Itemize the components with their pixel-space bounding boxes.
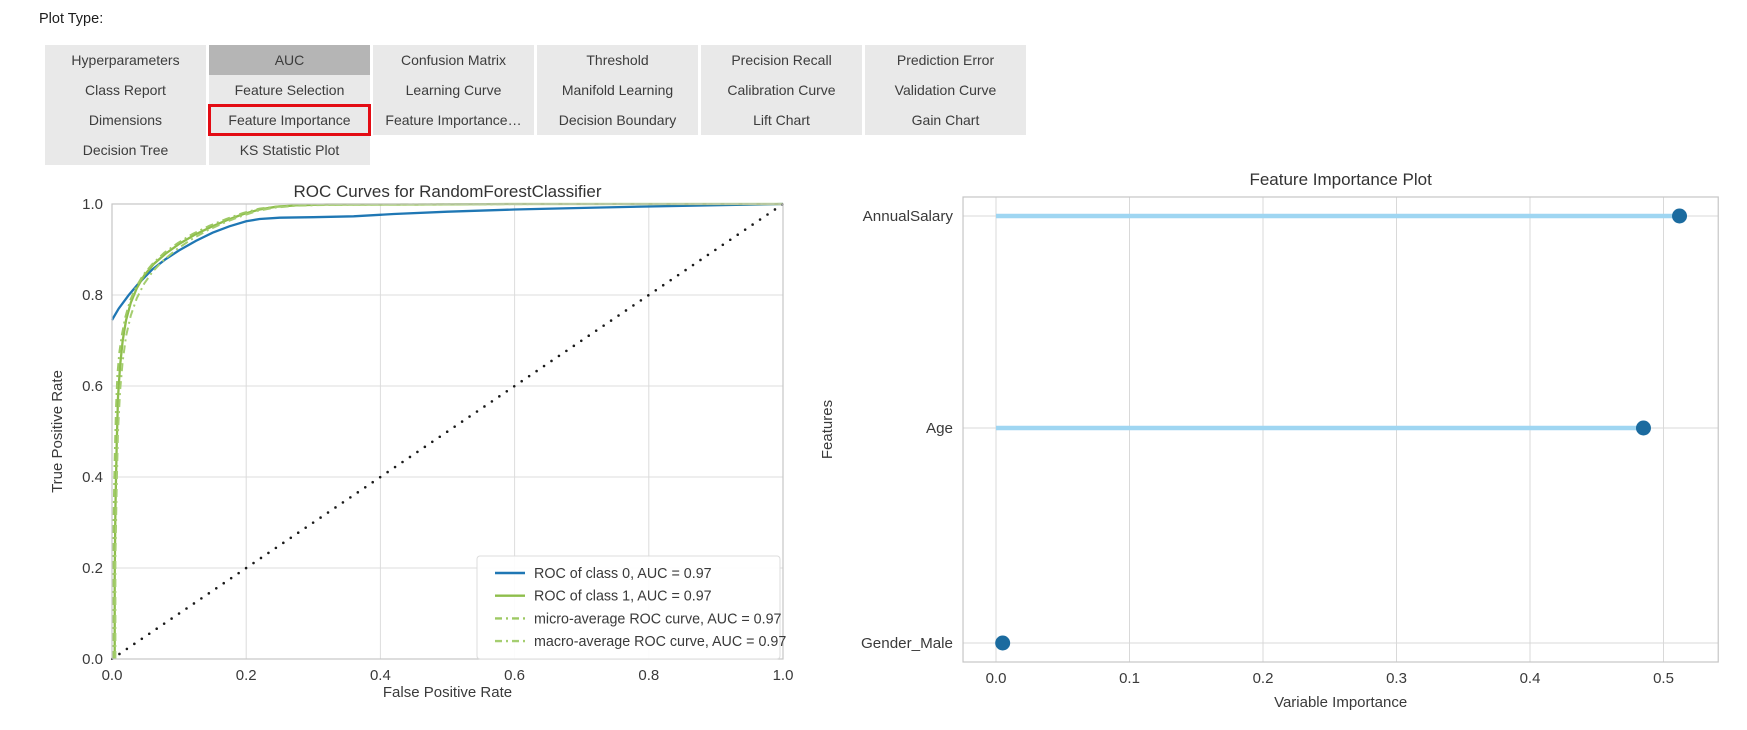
feature-importance-svg: AnnualSalary Age Gender_Male 0.0 0.1 0.2 0.3 0.… bbox=[819, 170, 1719, 711]
legend-label-3: macro-average ROC curve, AUC = 0.97 bbox=[534, 634, 786, 650]
plot-type-button-feature-importance[interactable]: Feature Importance… bbox=[385, 112, 522, 128]
svg-text:0.6: 0.6 bbox=[82, 378, 103, 395]
plot-type-column-3: Confusion Matrix Learning Curve Feature Im… bbox=[373, 45, 534, 135]
legend-label-2: micro-average ROC curve, AUC = 0.97 bbox=[534, 611, 782, 627]
importance-dot-1 bbox=[1635, 420, 1651, 436]
plot-type-button-auc[interactable]: AUC bbox=[209, 45, 370, 75]
plot-type-button-threshold[interactable]: Threshold bbox=[586, 52, 649, 68]
svg-text:0.8: 0.8 bbox=[82, 287, 103, 304]
plot-type-column-2: AUC Feature Selection Feature Importance KS… bbox=[208, 45, 371, 165]
plot-type-button-learning-curve[interactable]: Learning Curve bbox=[405, 82, 502, 98]
plot-type-button-feature-importance[interactable]: Feature Importance bbox=[208, 104, 371, 136]
roc-title: ROC Curves for RandomForestClassifier bbox=[294, 182, 602, 201]
plot-type-button-calibration-curve[interactable]: Calibration Curve bbox=[727, 82, 836, 98]
legend-label-0: ROC of class 0, AUC = 0.97 bbox=[534, 566, 712, 582]
plot-type-column-6: Prediction Error Validation Curve Gain Cha… bbox=[865, 45, 1026, 135]
plot-type-button-confusion-matrix[interactable]: Confusion Matrix bbox=[400, 52, 507, 68]
svg-text:0.5: 0.5 bbox=[1653, 670, 1674, 687]
svg-text:0.2: 0.2 bbox=[236, 667, 257, 684]
plot-type-button-manifold-learning[interactable]: Manifold Learning bbox=[561, 82, 674, 98]
plot-type-button-precision-recall[interactable]: Precision Recall bbox=[731, 52, 832, 68]
plot-type-button-prediction-error[interactable]: Prediction Error bbox=[896, 52, 995, 68]
fi-labels: AnnualSalary Age Gender_Male 0.0 0.1 0.2 0.3 0.… bbox=[861, 208, 1674, 687]
svg-text:0.1: 0.1 bbox=[1119, 670, 1140, 687]
plot-type-button-class-report[interactable]: Class Report bbox=[85, 82, 166, 98]
plot-type-column-5: Precision Recall Calibration Curve Lift Ch… bbox=[701, 45, 862, 135]
svg-text:0.2: 0.2 bbox=[82, 560, 103, 577]
plot-type-column-4: Threshold Manifold Learning Decision Bound… bbox=[537, 45, 698, 135]
svg-text:0.4: 0.4 bbox=[370, 667, 391, 684]
roc-series-3 bbox=[114, 203, 783, 659]
plot-type-button-decision-boundary[interactable]: Decision Boundary bbox=[558, 112, 677, 128]
plot-type-button-validation-curve[interactable]: Validation Curve bbox=[894, 82, 997, 98]
plot-type-column-1: Hyperparameters Class Report Dimensions Dec… bbox=[45, 45, 206, 165]
roc-xlabel: False Positive Rate bbox=[383, 684, 512, 701]
feature-importance-figure: AnnualSalary Age Gender_Male 0.0 0.1 0.2 0.3 0.… bbox=[740, 140, 1747, 725]
plot-type-button-dimensions[interactable]: Dimensions bbox=[88, 112, 163, 128]
plot-type-label: Plot Type: bbox=[39, 11, 104, 27]
legend-label-1: ROC of class 1, AUC = 0.97 bbox=[534, 589, 712, 605]
roc-tick-labels: 0.0 0.2 0.4 0.6 0.8 1.0 0.0 0.2 0.4 0.6 0.8 1.0 bbox=[82, 196, 793, 684]
svg-text:0.8: 0.8 bbox=[638, 667, 659, 684]
svg-text:Age: Age bbox=[926, 420, 953, 437]
fi-ylabel: Features bbox=[819, 400, 836, 459]
importance-dot-2 bbox=[995, 635, 1011, 651]
plot-type-button-feature-selection[interactable]: Feature Selection bbox=[234, 82, 345, 98]
svg-text:0.4: 0.4 bbox=[82, 469, 103, 486]
svg-text:1.0: 1.0 bbox=[82, 196, 103, 213]
svg-text:0.3: 0.3 bbox=[1386, 670, 1407, 687]
svg-text:0.2: 0.2 bbox=[1253, 670, 1274, 687]
plot-type-grid: Hyperparameters Class Report Dimensions Dec… bbox=[45, 45, 1026, 165]
roc-legend: ROC of class 0, AUC = 0.97 ROC of class 1… bbox=[476, 555, 786, 660]
fi-lollipops bbox=[995, 208, 1688, 651]
svg-text:1.0: 1.0 bbox=[773, 667, 794, 684]
fi-title: Feature Importance Plot bbox=[1249, 170, 1432, 189]
roc-diagonal-baseline bbox=[111, 202, 784, 660]
svg-text:AnnualSalary: AnnualSalary bbox=[863, 208, 954, 225]
fi-xlabel: Variable Importance bbox=[1274, 694, 1407, 711]
importance-dot-0 bbox=[1672, 208, 1688, 224]
svg-text:0.0: 0.0 bbox=[82, 651, 103, 668]
roc-chart-svg: 0.0 0.2 0.4 0.6 0.8 1.0 0.0 0.2 0.4 0.6 0.8 1.0 ROC … bbox=[49, 182, 793, 701]
plot-type-button-gain-chart[interactable]: Gain Chart bbox=[911, 112, 980, 128]
svg-text:0.0: 0.0 bbox=[986, 670, 1007, 687]
plot-type-button-lift-chart[interactable]: Lift Chart bbox=[753, 112, 810, 128]
roc-ylabel: True Positive Rate bbox=[49, 370, 66, 493]
roc-curves bbox=[111, 202, 784, 660]
plot-type-button-hyperparameters[interactable]: Hyperparameters bbox=[71, 52, 180, 68]
svg-text:0.4: 0.4 bbox=[1520, 670, 1541, 687]
svg-text:0.0: 0.0 bbox=[102, 667, 123, 684]
svg-text:Gender_Male: Gender_Male bbox=[861, 635, 953, 652]
roc-curves-figure: 0.0 0.2 0.4 0.6 0.8 1.0 0.0 0.2 0.4 0.6 0.8 1.0 ROC … bbox=[0, 140, 830, 725]
svg-text:0.6: 0.6 bbox=[504, 667, 525, 684]
